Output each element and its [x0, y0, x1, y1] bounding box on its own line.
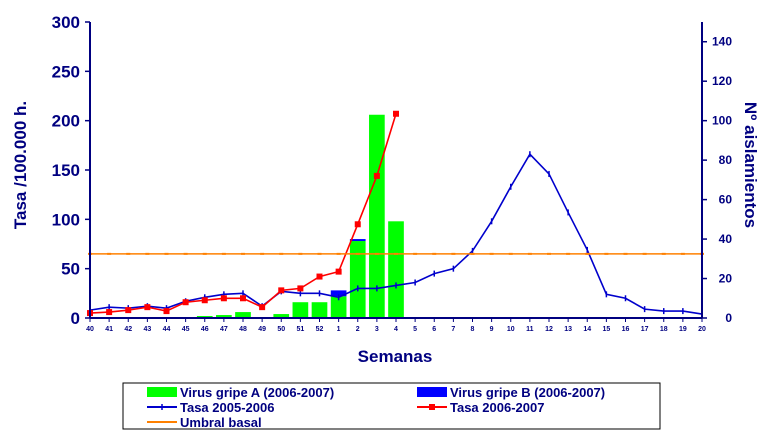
y-tick-label: 150: [52, 161, 80, 180]
legend-label-tasa-2005-2006: Tasa 2005-2006: [180, 400, 274, 415]
point-tasa-2006-2007: [144, 304, 151, 311]
y-axis-title: Tasa /100.000 h.: [11, 101, 30, 229]
x-tick-label: 45: [182, 326, 190, 333]
y2-axis-title: Nº aislamientos: [741, 102, 760, 228]
y2-tick-label: 0: [725, 311, 732, 325]
x-tick-label: 48: [239, 326, 247, 333]
point-tasa-2006-2007: [106, 309, 113, 316]
bar-virus-gripe-a-2006-2007: [292, 302, 309, 318]
x-tick-label: 12: [545, 326, 553, 333]
y-tick-label: 0: [71, 309, 80, 328]
legend-items: Virus gripe A (2006-2007) Virus gripe B (…: [147, 385, 605, 430]
x-tick-label: 19: [679, 326, 687, 333]
point-tasa-2006-2007: [278, 287, 285, 294]
bar-virus-gripe-a-2006-2007: [273, 314, 290, 318]
x-tick-label: 9: [490, 326, 494, 333]
x-tick-label: 1: [337, 326, 341, 333]
point-tasa-2006-2007: [393, 110, 399, 117]
x-tick-label: 51: [296, 326, 304, 333]
x-tick-label: 2: [356, 326, 360, 333]
bar-virus-gripe-a-2006-2007: [235, 312, 251, 318]
x-tick-label: 17: [641, 326, 649, 333]
x-tick-label: 40: [86, 326, 94, 333]
x-tick-label: 7: [451, 326, 455, 333]
x-tick-label: 47: [220, 326, 228, 333]
bar-virus-gripe-a-2006-2007: [311, 302, 328, 318]
point-tasa-2006-2007: [354, 221, 361, 228]
x-tick-label: 15: [602, 326, 610, 333]
y2-tick-label: 140: [712, 35, 732, 49]
y2-tick-label: 120: [712, 74, 732, 88]
x-tick-label: 16: [622, 326, 630, 333]
x-tick-label: 41: [105, 326, 113, 333]
x-tick-label: 3: [375, 326, 379, 333]
x-tick-label: 13: [564, 326, 572, 333]
y2-tick-label: 80: [719, 153, 733, 167]
y2-tick-label: 60: [719, 193, 733, 207]
bar-virus-gripe-b-2006-2007: [349, 239, 366, 242]
point-tasa-2006-2007: [125, 307, 132, 314]
y2-tick-label: 40: [719, 232, 733, 246]
bar-virus-gripe-a-2006-2007: [216, 315, 232, 318]
y2-tick-label: 100: [712, 114, 732, 128]
bar-virus-gripe-a-2006-2007: [330, 296, 347, 318]
legend-frame: [122, 382, 661, 430]
x-tick-label: 49: [258, 326, 266, 333]
x-tick-label: 5: [413, 326, 417, 333]
legend-label-tasa-2006-2007: Tasa 2006-2007: [450, 400, 544, 415]
point-tasa-2006-2007: [259, 304, 266, 311]
bar-virus-gripe-b-2006-2007: [330, 290, 347, 297]
x-tick-label: 44: [163, 326, 171, 333]
y2-tick-label: 20: [719, 272, 733, 286]
legend-swatch-virus-gripe-b-2006-2007: [417, 387, 447, 397]
x-tick-label: 43: [143, 326, 151, 333]
point-tasa-2006-2007: [297, 285, 304, 292]
point-tasa-2006-2007: [316, 273, 323, 280]
x-tick-label: 18: [660, 326, 668, 333]
point-tasa-2006-2007: [240, 295, 246, 302]
point-tasa-2006-2007: [220, 295, 227, 302]
y-tick-label: 100: [52, 210, 80, 229]
x-tick-label: 6: [432, 326, 436, 333]
legend-label-virus-gripe-b-2006-2007: Virus gripe B (2006-2007): [450, 385, 605, 400]
x-tick-label: 4: [394, 326, 398, 333]
legend-marker-tasa-2006-2007: [429, 404, 435, 410]
y-tick-label: 300: [52, 13, 80, 32]
x-tick-label: 10: [507, 326, 515, 333]
x-tick-label: 14: [583, 326, 591, 333]
bar-virus-gripe-a-2006-2007: [388, 221, 404, 318]
legend-label-virus-gripe-a-2006-2007: Virus gripe A (2006-2007): [180, 385, 334, 400]
legend-swatch-virus-gripe-a-2006-2007: [147, 387, 177, 397]
y-tick-label: 250: [52, 62, 80, 81]
point-tasa-2006-2007: [182, 299, 189, 306]
legend-label-umbral-basal: Umbral basal: [180, 415, 262, 430]
y-tick-label: 200: [52, 112, 80, 131]
lines-layer: [87, 110, 704, 318]
x-tick-label: 50: [277, 326, 285, 333]
x-tick-label: 52: [316, 326, 324, 333]
x-tick-label: 8: [471, 326, 475, 333]
bar-virus-gripe-a-2006-2007: [349, 241, 366, 318]
x-axis-title: Semanas: [358, 347, 433, 366]
point-tasa-2006-2007: [201, 297, 208, 304]
point-tasa-2006-2007: [335, 268, 342, 275]
y-tick-label: 50: [61, 260, 80, 279]
point-tasa-2006-2007: [373, 172, 380, 179]
point-tasa-2006-2007: [163, 308, 170, 315]
x-tick-label: 46: [201, 326, 209, 333]
x-tick-label: 20: [698, 326, 706, 333]
x-tick-label: 42: [124, 326, 132, 333]
legend: Virus gripe A (2006-2007) Virus gripe B (…: [122, 382, 661, 430]
x-tick-label: 11: [526, 326, 534, 333]
